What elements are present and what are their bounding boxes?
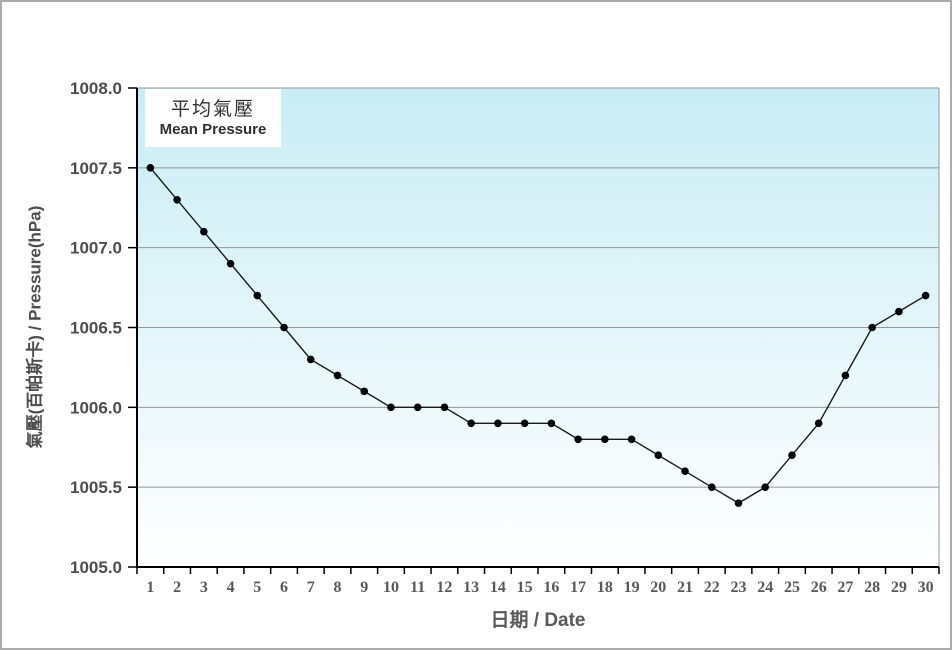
data-point [146, 164, 155, 172]
x-tick-label: 18 [597, 579, 613, 596]
x-tick-label: 3 [200, 579, 208, 596]
y-tick-label: 1006.5 [70, 318, 122, 337]
data-point [253, 291, 262, 300]
x-tick-label: 29 [891, 579, 907, 596]
data-point [520, 419, 529, 428]
x-tick-label: 23 [731, 579, 747, 596]
data-point [226, 259, 235, 268]
data-point [387, 403, 395, 412]
data-point [440, 403, 449, 412]
data-point [654, 451, 663, 460]
data-point [681, 467, 689, 476]
x-tick-label: 30 [918, 579, 934, 596]
y-tick-label: 1005.5 [70, 478, 122, 497]
x-tick-label: 21 [677, 579, 693, 596]
data-point [788, 451, 796, 460]
legend-title-en: Mean Pressure [159, 120, 267, 138]
data-point [921, 291, 930, 300]
data-point [547, 419, 556, 428]
data-point [173, 195, 181, 204]
x-tick-label: 5 [253, 579, 261, 596]
data-point [761, 483, 770, 491]
data-point [200, 227, 208, 236]
y-tick-label: 1006.0 [70, 398, 122, 417]
x-tick-label: 26 [811, 579, 827, 596]
y-tick-label: 1008.0 [70, 79, 122, 98]
x-tick-label: 4 [227, 579, 235, 596]
y-tick-label: 1005.0 [70, 558, 122, 577]
x-tick-label: 16 [543, 579, 559, 596]
data-point [494, 419, 502, 428]
x-tick-label: 10 [383, 579, 399, 596]
x-tick-label: 20 [650, 579, 666, 596]
data-point [868, 323, 876, 332]
data-point [841, 371, 850, 380]
y-tick-label: 1007.5 [70, 159, 122, 178]
data-point [734, 499, 743, 507]
legend-title-zh: 平均氣壓 [170, 98, 255, 120]
x-tick-label: 19 [624, 579, 640, 596]
x-tick-label: 2 [173, 579, 181, 596]
x-tick-label: 12 [436, 579, 452, 596]
data-point [895, 307, 903, 316]
x-tick-label: 22 [704, 579, 720, 596]
data-point [280, 323, 288, 332]
data-point [574, 435, 582, 444]
x-tick-label: 9 [360, 579, 368, 596]
x-tick-label: 28 [864, 579, 880, 596]
y-tick-label: 1007.0 [70, 239, 122, 258]
x-tick-label: 7 [307, 579, 315, 596]
x-tick-label: 8 [334, 579, 342, 596]
x-tick-label: 17 [570, 579, 586, 596]
y-axis-title: 氣壓(百帕斯卡) / Pressure(hPa) [25, 205, 45, 449]
x-tick-label: 13 [463, 579, 479, 596]
data-point [306, 355, 315, 364]
x-tick-label: 6 [280, 579, 288, 596]
x-tick-label: 1 [146, 579, 154, 596]
x-tick-label: 27 [837, 579, 853, 596]
data-point [360, 387, 369, 396]
legend: 平均氣壓 Mean Pressure [145, 89, 281, 147]
x-axis-title: 日期 / Date [490, 610, 586, 631]
data-point [333, 371, 342, 380]
x-tick-label: 11 [410, 579, 425, 596]
pressure-line [149, 167, 926, 504]
data-point [627, 435, 636, 444]
x-tick-label: 24 [757, 579, 773, 596]
data-point [601, 435, 609, 444]
data-point [413, 403, 422, 412]
x-tick-label: 14 [490, 579, 506, 596]
data-point [814, 419, 823, 428]
x-tick-label: 15 [517, 579, 533, 596]
data-point [467, 419, 475, 428]
x-tick-label: 25 [784, 579, 800, 596]
data-point [707, 483, 716, 491]
